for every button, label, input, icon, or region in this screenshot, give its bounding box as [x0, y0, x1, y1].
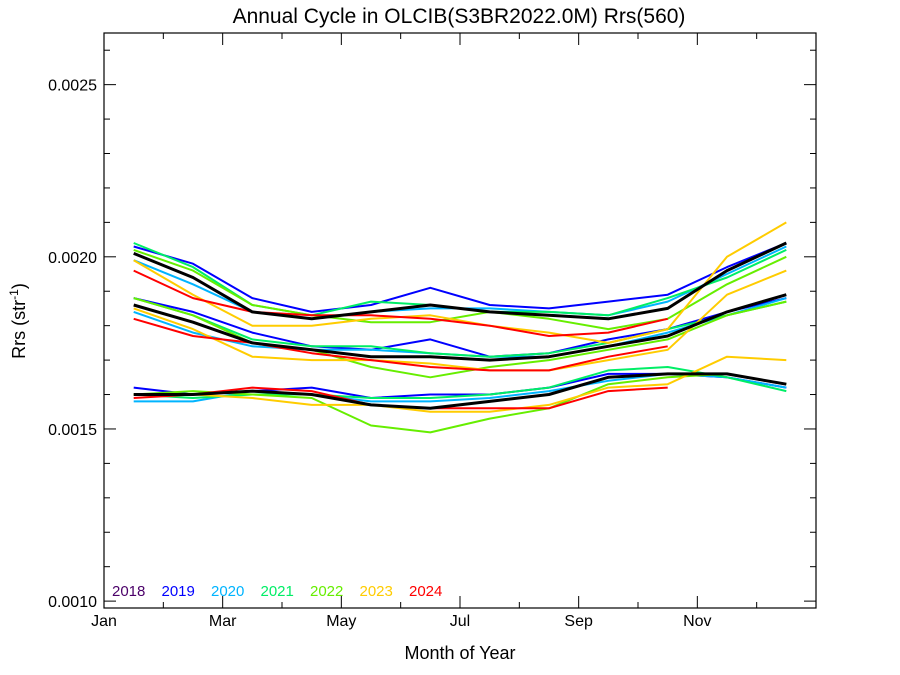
x-tick-labels: Jan Mar May Jul Sep Nov: [91, 613, 711, 630]
y-tick-label: 0.0015: [48, 422, 97, 439]
series-line-2022-lower: [133, 372, 787, 434]
legend: 2018 2019 2020 2021 2022 2023 2024: [112, 583, 442, 600]
series-line-2021-middle: [133, 297, 787, 358]
series-line-mean-upper-mean: [133, 241, 787, 321]
legend-entry-2022: 2022: [310, 583, 343, 600]
series-line-2022-upper: [133, 248, 787, 331]
x-tick-label: Jan: [91, 613, 117, 630]
series-line-2024-middle: [133, 317, 668, 372]
series-lines: [133, 221, 787, 434]
series-line-2023-upper: [133, 221, 787, 344]
legend-entry-2023: 2023: [360, 583, 393, 600]
legend-entry-2018: 2018: [112, 583, 145, 600]
x-tick-label: Sep: [564, 613, 593, 630]
series-line-mean-lower-mean: [133, 372, 787, 410]
x-tick-label: Mar: [209, 613, 237, 630]
axis-ticks: [103, 33, 816, 608]
x-axis-label: Month of Year: [404, 643, 515, 663]
x-tick-label: May: [326, 613, 356, 630]
y-tick-label: 0.0025: [48, 78, 97, 95]
series-line-2021-lower: [133, 366, 787, 399]
x-tick-label: Nov: [683, 613, 711, 630]
y-axis-label-superscript: -1: [7, 289, 21, 300]
y-axis-label-main: Rrs (str: [9, 300, 29, 359]
series-line-2023-lower: [133, 355, 787, 413]
y-axis-label-end: ): [9, 283, 29, 289]
y-axis-label: Rrs (str-1): [7, 283, 29, 359]
legend-entry-2019: 2019: [162, 583, 195, 600]
series-line-2023-middle: [133, 269, 787, 372]
y-tick-label: 0.0020: [48, 250, 97, 267]
series-line-2019-upper: [133, 242, 787, 313]
legend-entry-2020: 2020: [211, 583, 244, 600]
x-tick-label: Jul: [450, 613, 470, 630]
y-tick-label: 0.0010: [48, 594, 97, 611]
series-line-2022-middle: [133, 297, 787, 379]
legend-entry-2021: 2021: [261, 583, 294, 600]
series-line-mean-middle-mean: [133, 293, 787, 362]
legend-entry-2024: 2024: [409, 583, 442, 600]
series-line-2024-upper: [133, 269, 668, 337]
y-tick-labels: 0.0010 0.0015 0.0020 0.0025: [48, 78, 97, 611]
chart-title: Annual Cycle in OLCIB(S3BR2022.0M) Rrs(5…: [233, 5, 686, 28]
